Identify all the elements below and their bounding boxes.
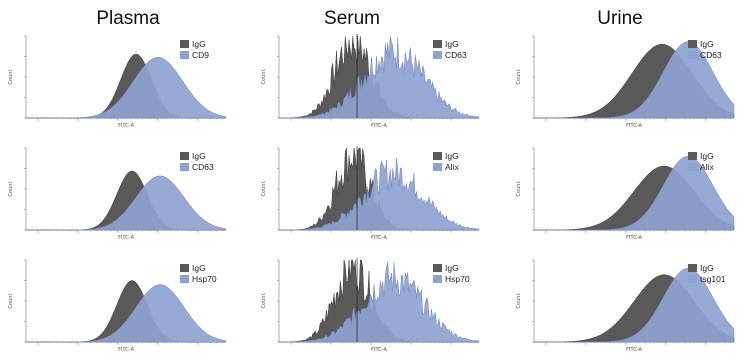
legend-label: Alix bbox=[700, 162, 714, 172]
legend-swatch bbox=[180, 152, 189, 160]
legend-label: IgG bbox=[192, 39, 206, 49]
legend-swatch bbox=[688, 40, 697, 48]
histogram-series bbox=[278, 261, 480, 343]
legend-swatch bbox=[688, 163, 697, 171]
histogram-panel: Count FITC-A IgG CD63 bbox=[255, 30, 483, 130]
y-axis-label: Count bbox=[261, 70, 267, 85]
x-axis-label: FITC-A bbox=[626, 123, 642, 129]
legend-label: Hsp70 bbox=[445, 274, 470, 284]
legend-label: IgG bbox=[700, 39, 714, 49]
histogram-series bbox=[26, 284, 227, 343]
legend-swatch bbox=[433, 51, 442, 59]
legend-label: IgG bbox=[445, 263, 459, 273]
x-axis-label: FITC-A bbox=[371, 235, 387, 241]
x-axis-label: FITC-A bbox=[118, 235, 134, 241]
legend-label: IgG bbox=[192, 151, 206, 161]
legend-swatch bbox=[433, 275, 442, 283]
x-axis-label: FITC-A bbox=[626, 347, 642, 353]
legend-swatch bbox=[433, 152, 442, 160]
column-title-plasma: Plasma bbox=[96, 8, 160, 29]
histogram-series bbox=[534, 41, 735, 119]
column-title-serum: Serum bbox=[324, 8, 380, 29]
legend-label: IgG bbox=[445, 151, 459, 161]
histogram-series bbox=[534, 267, 735, 343]
legend-label: IgG bbox=[192, 263, 206, 273]
legend-label: CD63 bbox=[700, 50, 722, 60]
y-axis-label: Count bbox=[8, 182, 14, 197]
legend-label: Alix bbox=[445, 162, 459, 172]
y-axis-label: Count bbox=[516, 294, 522, 309]
histogram-series bbox=[278, 35, 480, 119]
legend-swatch bbox=[180, 264, 189, 272]
histogram-panel: Count FITC-A IgG Hsp70 bbox=[2, 254, 230, 354]
legend-swatch bbox=[180, 51, 189, 59]
legend-label: tsg101 bbox=[700, 274, 726, 284]
legend-swatch bbox=[180, 163, 189, 171]
y-axis-label: Count bbox=[8, 294, 14, 309]
legend-swatch bbox=[180, 40, 189, 48]
legend-label: CD63 bbox=[445, 50, 467, 60]
x-axis-label: FITC-A bbox=[371, 123, 387, 129]
y-axis-label: Count bbox=[516, 182, 522, 197]
histogram-panel: Count FITC-A IgG Hsp70 bbox=[255, 254, 483, 354]
legend-swatch bbox=[433, 264, 442, 272]
legend-swatch bbox=[433, 163, 442, 171]
legend-label: CD63 bbox=[192, 162, 214, 172]
histogram-series bbox=[26, 175, 227, 231]
y-axis-label: Count bbox=[8, 70, 14, 85]
legend-swatch bbox=[433, 40, 442, 48]
legend-swatch bbox=[688, 152, 697, 160]
legend-swatch bbox=[688, 275, 697, 283]
legend-label: IgG bbox=[445, 39, 459, 49]
histogram-panel: Count FITC-A IgG Alix bbox=[255, 142, 483, 242]
histogram-series bbox=[534, 155, 735, 231]
y-axis-label: Count bbox=[261, 182, 267, 197]
y-axis-label: Count bbox=[261, 294, 267, 309]
legend-swatch bbox=[688, 51, 697, 59]
histogram-panel: Count FITC-A IgG CD63 bbox=[510, 30, 738, 130]
histogram-series bbox=[26, 57, 227, 119]
legend-swatch bbox=[688, 264, 697, 272]
histogram-series bbox=[278, 157, 480, 231]
histogram-panel: Count FITC-A IgG Alix bbox=[510, 142, 738, 242]
histogram-panel: Count FITC-A IgG CD63 bbox=[2, 142, 230, 242]
column-title-urine: Urine bbox=[597, 8, 643, 29]
x-axis-label: FITC-A bbox=[118, 347, 134, 353]
legend-swatch bbox=[180, 275, 189, 283]
legend-label: CD9 bbox=[192, 50, 209, 60]
histogram-panel: Count FITC-A IgG CD9 bbox=[2, 30, 230, 130]
y-axis-label: Count bbox=[516, 70, 522, 85]
x-axis-label: FITC-A bbox=[371, 347, 387, 353]
legend-label: Hsp70 bbox=[192, 274, 217, 284]
legend-label: IgG bbox=[700, 151, 714, 161]
x-axis-label: FITC-A bbox=[118, 123, 134, 129]
x-axis-label: FITC-A bbox=[626, 235, 642, 241]
histogram-panel: Count FITC-A IgG tsg101 bbox=[510, 254, 738, 354]
legend-label: IgG bbox=[700, 263, 714, 273]
